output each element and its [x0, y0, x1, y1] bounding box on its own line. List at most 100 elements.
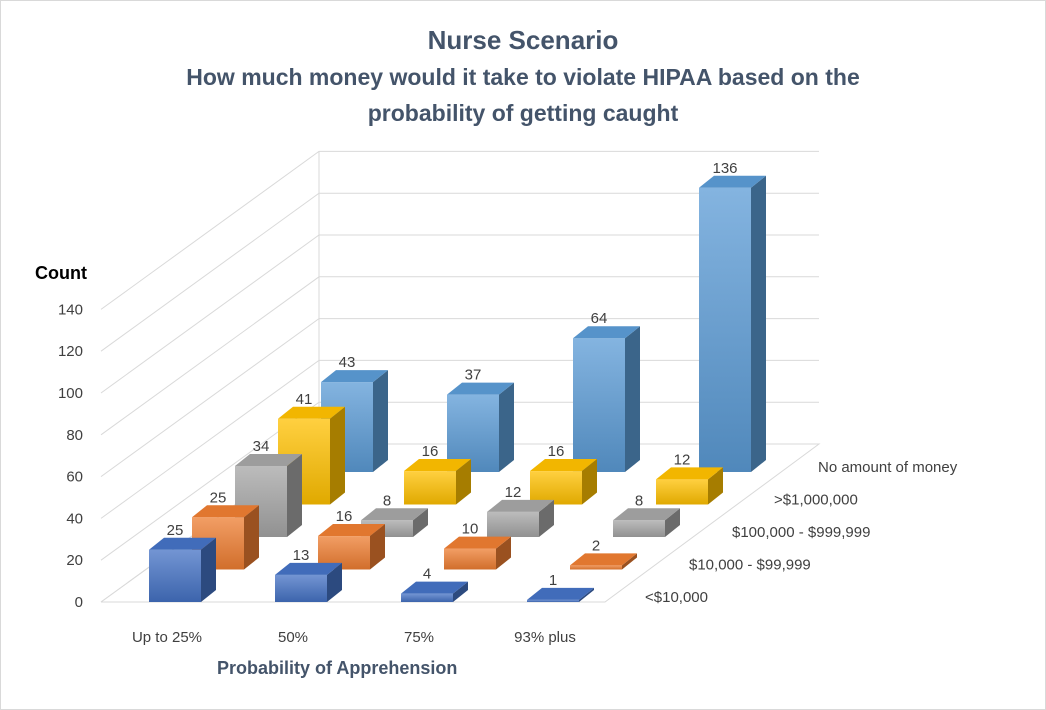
bar-side [751, 175, 766, 472]
bar-side [287, 453, 302, 537]
bar [149, 537, 216, 602]
bar-side [625, 326, 640, 472]
y-tick-label: 120 [58, 343, 83, 360]
data-label: 12 [505, 484, 522, 501]
data-label: 2 [592, 537, 600, 554]
data-label: 16 [422, 443, 439, 460]
bar-top [447, 382, 514, 395]
data-label: 8 [383, 492, 391, 509]
chart-subtitle-line-2: probability of getting caught [368, 100, 679, 126]
bar-side [453, 581, 468, 602]
data-label: 8 [635, 492, 643, 509]
y-tick-label: 60 [66, 469, 83, 486]
bar [527, 587, 594, 602]
bar-top [444, 536, 511, 549]
bar-top [527, 587, 594, 600]
bar-side [244, 505, 259, 570]
bar-front [404, 471, 456, 505]
category-label: 50% [278, 629, 308, 646]
bar [447, 382, 514, 472]
bar-front [444, 548, 496, 570]
bar-front [527, 599, 579, 602]
bar [699, 175, 766, 472]
bar-front [401, 593, 453, 602]
data-label: 12 [674, 451, 691, 468]
series-depth-label: $100,000 - $999,999 [732, 524, 870, 541]
bar [530, 459, 597, 505]
bar-top [530, 459, 597, 472]
bar [570, 553, 637, 570]
y-axis-title: Count [35, 263, 87, 283]
data-label: 16 [336, 508, 353, 525]
bar-front [149, 549, 201, 602]
data-label: 43 [339, 354, 356, 371]
bar-top [404, 459, 471, 472]
bar-top [318, 524, 385, 537]
chart-title: Nurse Scenario [428, 25, 619, 55]
bar-side [622, 553, 637, 570]
bar-top [278, 406, 345, 419]
bar-side [330, 406, 345, 505]
bar-top [321, 370, 388, 383]
bar-side [456, 459, 471, 505]
data-label: 34 [253, 438, 270, 455]
bar-top [573, 326, 640, 339]
bar-top [361, 508, 428, 521]
bar-front [487, 511, 539, 537]
y-tick-label: 20 [66, 552, 83, 569]
bar-top [149, 537, 216, 550]
x-axis-title: Probability of Apprehension [217, 658, 457, 678]
bar [656, 467, 723, 505]
bar-side [201, 537, 216, 602]
y-tick-label: 80 [66, 427, 83, 444]
series-depth-label: $10,000 - $99,999 [689, 557, 811, 574]
series-depth-label: <$10,000 [645, 589, 708, 606]
bar-front [656, 479, 708, 505]
bar-top [192, 505, 259, 518]
y-tick-label: 40 [66, 510, 83, 527]
bar-side [413, 508, 428, 537]
bar [404, 459, 471, 505]
bar-side [370, 524, 385, 570]
category-label: 75% [404, 629, 434, 646]
bar-side [327, 562, 342, 602]
data-label: 136 [712, 160, 737, 177]
bar [235, 453, 302, 537]
bar-side [579, 587, 594, 602]
data-label: 64 [591, 310, 608, 327]
bar-top [656, 467, 723, 480]
bar-top [401, 581, 468, 594]
bar-side [582, 459, 597, 505]
bar [401, 581, 468, 602]
bar [318, 524, 385, 570]
bar-top [613, 508, 680, 521]
bar-front [613, 520, 665, 537]
y-tick-label: 100 [58, 385, 83, 402]
bar-top [570, 553, 637, 566]
bar [573, 326, 640, 472]
bars-layer [149, 175, 766, 602]
bar-top [235, 453, 302, 466]
y-tick-label: 0 [75, 594, 83, 611]
bar-front [570, 565, 622, 570]
bar-top [275, 562, 342, 575]
series-depth-label: >$1,000,000 [774, 492, 858, 509]
bar-top [487, 499, 554, 512]
bar-top [699, 175, 766, 188]
data-label: 25 [210, 489, 227, 506]
y-tick-label: 140 [58, 301, 83, 318]
chart-subtitle-line-1: How much money would it take to violate … [186, 64, 859, 90]
bar-side [499, 382, 514, 472]
data-label: 16 [548, 443, 565, 460]
bar [487, 499, 554, 537]
y-tick-labels: 0 20 40 60 80 100 120 140 [58, 301, 83, 611]
bar-side [373, 370, 388, 472]
bar-side [496, 536, 511, 570]
bar-side [708, 467, 723, 505]
bar [613, 508, 680, 537]
bar-front [275, 574, 327, 602]
category-labels: Up to 25% 50% 75% 93% plus [132, 629, 576, 646]
data-label: 10 [462, 521, 479, 538]
data-label: 41 [296, 391, 313, 408]
